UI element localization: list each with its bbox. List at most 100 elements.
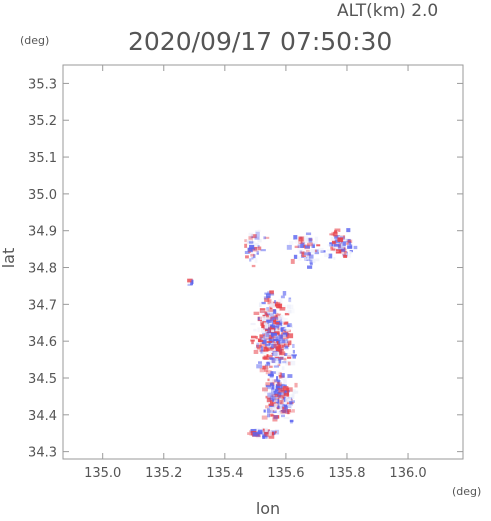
echo-cell <box>301 252 306 258</box>
echo-cell <box>287 374 293 378</box>
echo-cell <box>333 231 338 237</box>
echo-cell <box>277 326 280 331</box>
echo-cell <box>260 346 264 351</box>
echo-cell <box>281 337 285 340</box>
echo-cell <box>289 241 294 245</box>
echo-cell <box>316 244 321 247</box>
echo-cell <box>312 241 318 246</box>
echo-cell <box>260 321 267 326</box>
echo-cell <box>273 404 278 408</box>
y-tick-label: 34.6 <box>28 335 57 350</box>
echo-cell <box>260 249 266 252</box>
echo-cell <box>257 327 260 333</box>
echo-cell <box>293 254 298 259</box>
echo-cell <box>278 350 282 355</box>
echo-cell <box>254 248 261 253</box>
echo-cell <box>251 264 256 268</box>
echo-cell <box>269 312 274 317</box>
echo-cell <box>303 235 308 241</box>
echo-cell <box>279 399 284 405</box>
echo-cell <box>333 243 340 247</box>
echo-cell <box>279 402 282 407</box>
echo-cell <box>278 387 285 393</box>
echo-cell <box>269 357 274 360</box>
echo-cell <box>275 401 281 406</box>
echo-cell <box>334 228 341 232</box>
echo-cell <box>262 335 265 339</box>
echo-cell <box>286 390 289 395</box>
echo-cell <box>276 401 282 406</box>
echo-cell <box>284 309 291 313</box>
echo-cell <box>307 265 313 269</box>
echo-cell <box>305 232 312 236</box>
echo-cell <box>256 250 259 255</box>
echo-cell <box>278 334 284 340</box>
echo-cell <box>276 381 282 387</box>
echo-cell <box>309 254 314 259</box>
echo-cell <box>281 339 286 344</box>
echo-cell <box>328 253 333 259</box>
echo-cell <box>275 326 281 332</box>
echo-cell <box>289 304 294 309</box>
echo-cell <box>257 229 261 232</box>
echo-cell <box>294 239 299 244</box>
x-axis-label: lon <box>256 499 280 518</box>
echo-cell <box>293 389 296 395</box>
echo-cell <box>254 346 257 351</box>
echo-cell <box>269 365 273 368</box>
echo-cell <box>276 376 279 381</box>
echo-cell <box>280 332 285 335</box>
echo-cell <box>278 343 281 349</box>
y-axis-label: lat <box>0 248 18 269</box>
echo-cell <box>287 409 291 412</box>
echo-cell <box>265 382 271 386</box>
y-tick-label: 35.2 <box>28 114 57 129</box>
echo-cell <box>254 236 260 240</box>
echo-cell <box>289 299 292 303</box>
echo-cell <box>271 303 275 309</box>
echo-cell <box>269 403 275 408</box>
echo-cell <box>265 332 270 337</box>
echo-cell <box>280 391 284 396</box>
echo-cell <box>307 242 313 247</box>
echo-cell <box>279 306 286 311</box>
echo-cell <box>300 241 305 244</box>
echo-cell <box>259 367 265 373</box>
echo-cell <box>334 239 341 242</box>
echo-cell <box>262 435 265 439</box>
echo-cell <box>308 244 312 248</box>
echo-cell <box>330 246 336 251</box>
echo-cell <box>329 233 335 236</box>
echo-cell <box>268 403 274 406</box>
echo-cell <box>281 377 286 381</box>
echo-cell <box>263 346 269 352</box>
echo-cell <box>265 293 271 298</box>
echo-cell <box>282 401 287 404</box>
echo-cell <box>269 413 274 417</box>
echo-cell <box>248 232 254 237</box>
echo-cell <box>273 309 277 314</box>
echo-cell <box>286 244 292 250</box>
echo-cell <box>302 244 306 248</box>
echo-cell <box>288 309 292 314</box>
echo-cell <box>287 398 291 401</box>
axis-ticks <box>63 65 463 459</box>
echo-cell <box>264 297 270 302</box>
echo-cell <box>284 406 288 410</box>
echo-cell <box>187 278 193 283</box>
echo-cell <box>285 376 289 379</box>
echo-cell <box>282 332 288 337</box>
echo-cell <box>278 356 284 360</box>
echo-cell <box>284 328 287 332</box>
echo-cell <box>284 318 288 321</box>
echo-cell <box>290 258 295 264</box>
echo-cell <box>337 237 344 242</box>
echo-cell <box>269 377 274 383</box>
echo-cell <box>274 389 279 392</box>
echo-cell <box>261 427 264 433</box>
echo-cell <box>270 406 275 411</box>
echo-cell <box>289 401 293 405</box>
echo-cell <box>275 370 281 376</box>
echo-cell <box>279 343 284 348</box>
x-tick-label: 135.4 <box>206 466 243 481</box>
